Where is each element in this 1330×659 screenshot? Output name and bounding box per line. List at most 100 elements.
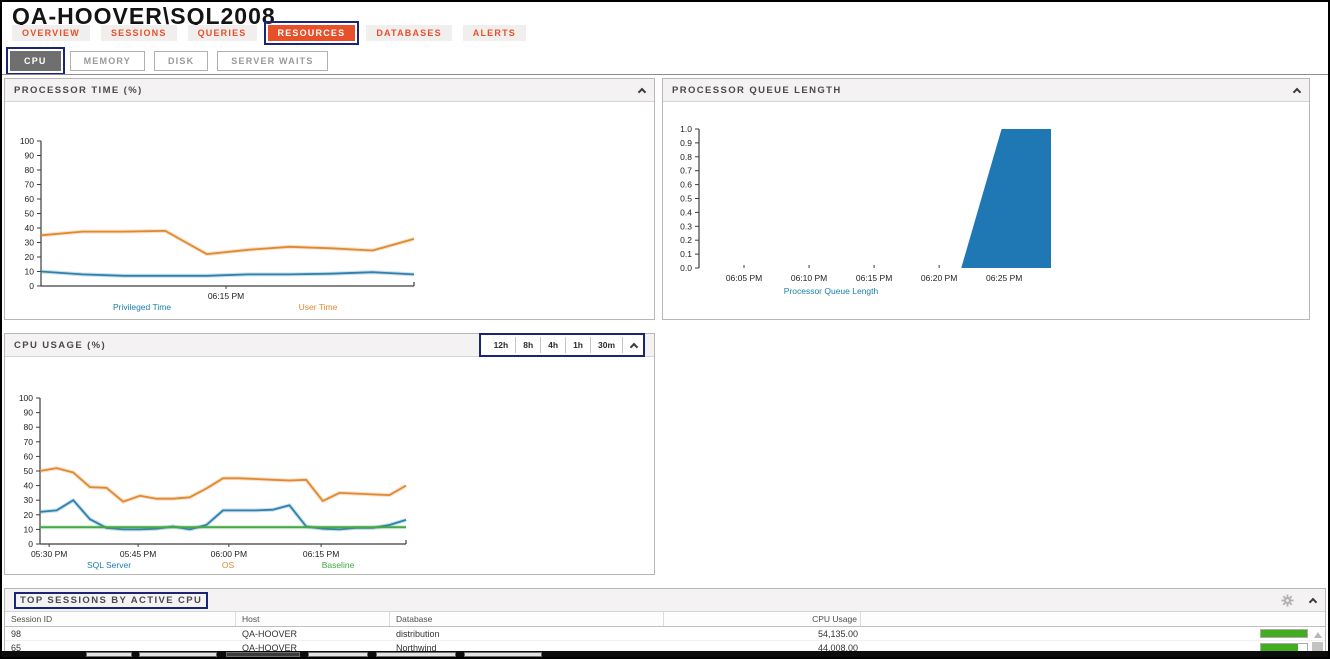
svg-text:50: 50 — [25, 209, 35, 219]
taskbar-strip — [2, 651, 1328, 657]
scrollbar-up-arrow[interactable] — [1313, 631, 1322, 638]
svg-text:06:10 PM: 06:10 PM — [791, 273, 827, 283]
svg-text:06:25 PM: 06:25 PM — [986, 273, 1022, 283]
svg-text:30: 30 — [24, 495, 34, 505]
column-header-session-id[interactable]: Session ID — [5, 612, 236, 626]
panel-top-sessions: TOP SESSIONS BY ACTIVE CPU Session ID Ho… — [4, 588, 1326, 655]
svg-text:0.5: 0.5 — [680, 194, 692, 204]
tab-queries[interactable]: QUERIES — [187, 25, 257, 41]
database-value: Northwind — [396, 642, 437, 653]
toolbar-divider — [2, 74, 1328, 75]
host-value: QA-HOOVER — [242, 642, 298, 653]
database-value: distribution — [396, 628, 440, 639]
svg-text:0.8: 0.8 — [680, 152, 692, 162]
time-range-button-group: 12h 8h 4h 1h 30m — [478, 333, 645, 357]
svg-text:06:05 PM: 06:05 PM — [726, 273, 762, 283]
top-sessions-table: Session ID Host Database CPU Usage 98 QA… — [5, 612, 1325, 655]
svg-text:50: 50 — [24, 466, 34, 476]
range-button-1h[interactable]: 1h — [566, 337, 591, 353]
cpu-usage-chart: 0 10 20 30 40 50 60 70 80 90 100 05:30 PM 05:45 PM 06… — [19, 393, 407, 570]
subtab-cpu[interactable]: CPU — [6, 47, 65, 75]
svg-text:90: 90 — [25, 151, 35, 161]
column-header-host[interactable]: Host — [236, 612, 390, 626]
svg-text:30: 30 — [25, 238, 35, 248]
collapse-chevron-icon[interactable] — [629, 342, 639, 351]
svg-text:06:15 PM: 06:15 PM — [303, 549, 339, 559]
resource-subtab-bar: CPU MEMORY DISK SERVER WAITS — [6, 47, 328, 75]
collapse-chevron-icon[interactable] — [1292, 87, 1302, 96]
panel-top-sessions-header: TOP SESSIONS BY ACTIVE CPU — [5, 589, 1325, 612]
svg-text:OS: OS — [222, 560, 235, 570]
svg-text:0.7: 0.7 — [680, 166, 692, 176]
panel-cpu-usage-header: CPU USAGE (%) 12h 8h 4h 1h 30m — [5, 333, 654, 357]
tab-resources[interactable]: RESOURCES — [263, 21, 360, 45]
taskbar-button[interactable] — [139, 652, 217, 657]
svg-text:0: 0 — [29, 281, 34, 291]
svg-text:Processor Queue Length: Processor Queue Length — [784, 286, 879, 296]
svg-text:100: 100 — [19, 393, 33, 403]
svg-text:20: 20 — [25, 252, 35, 262]
cpu-usage-value: 54,135.00 — [817, 628, 858, 639]
svg-text:0.0: 0.0 — [680, 263, 692, 273]
page-title: QA-HOOVER\SQL2008 — [12, 3, 276, 29]
column-header-database[interactable]: Database — [390, 612, 664, 626]
panel-processor-time: PROCESSOR TIME (%) 0 10 20 30 40 50 60 70 80 90 10… — [4, 78, 655, 320]
taskbar-button[interactable] — [464, 652, 542, 657]
svg-text:60: 60 — [25, 194, 35, 204]
taskbar-button[interactable] — [308, 652, 368, 657]
scrollbar-thumb[interactable] — [1312, 642, 1323, 654]
taskbar-button[interactable] — [86, 652, 132, 657]
subtab-disk[interactable]: DISK — [153, 51, 209, 71]
panel-queue-header: PROCESSOR QUEUE LENGTH — [663, 79, 1309, 102]
subtab-memory[interactable]: MEMORY — [69, 51, 145, 71]
column-header-cpu-usage[interactable]: CPU Usage — [664, 612, 861, 626]
svg-text:SQL Server: SQL Server — [87, 560, 131, 570]
taskbar-button[interactable] — [376, 652, 456, 657]
svg-text:40: 40 — [25, 223, 35, 233]
taskbar-button[interactable] — [226, 652, 300, 657]
svg-text:06:00 PM: 06:00 PM — [211, 549, 247, 559]
host-value: QA-HOOVER — [242, 628, 298, 639]
tab-sessions[interactable]: SESSIONS — [100, 25, 177, 41]
svg-text:20: 20 — [24, 510, 34, 520]
svg-text:1.0: 1.0 — [680, 124, 692, 134]
session-id-value: 98 — [11, 628, 22, 639]
svg-text:10: 10 — [25, 267, 35, 277]
table-header-row: Session ID Host Database CPU Usage — [5, 612, 1325, 627]
svg-text:User Time: User Time — [299, 302, 338, 312]
collapse-chevron-icon[interactable] — [637, 87, 647, 96]
tab-overview[interactable]: OVERVIEW — [12, 25, 90, 41]
processor-time-chart: 0 10 20 30 40 50 60 70 80 90 100 06:15 PM Privileged… — [20, 136, 415, 312]
svg-text:0.2: 0.2 — [680, 235, 692, 245]
panel-top-sessions-title: TOP SESSIONS BY ACTIVE CPU — [14, 591, 209, 609]
panel-processor-time-header: PROCESSOR TIME (%) — [5, 79, 654, 102]
svg-text:0.6: 0.6 — [680, 180, 692, 190]
panel-processor-time-title: PROCESSOR TIME (%) — [14, 84, 143, 96]
svg-text:90: 90 — [24, 408, 34, 418]
svg-text:06:15 PM: 06:15 PM — [856, 273, 892, 283]
range-button-8h[interactable]: 8h — [516, 337, 542, 353]
range-button-4h[interactable]: 4h — [541, 337, 567, 353]
panel-queue-title: PROCESSOR QUEUE LENGTH — [672, 84, 842, 96]
svg-text:60: 60 — [24, 451, 34, 461]
tab-databases[interactable]: DATABASES — [366, 25, 452, 41]
range-button-12h[interactable]: 12h — [487, 337, 517, 353]
svg-text:Baseline: Baseline — [322, 560, 355, 570]
svg-text:100: 100 — [20, 136, 34, 146]
svg-text:0.1: 0.1 — [680, 249, 692, 259]
svg-text:Privileged Time: Privileged Time — [113, 302, 171, 312]
tab-alerts[interactable]: ALERTS — [462, 25, 526, 41]
svg-text:70: 70 — [25, 180, 35, 190]
svg-text:70: 70 — [24, 437, 34, 447]
collapse-chevron-icon[interactable] — [1308, 597, 1318, 606]
svg-text:10: 10 — [24, 524, 34, 534]
svg-text:80: 80 — [24, 422, 34, 432]
subtab-server-waits[interactable]: SERVER WAITS — [217, 51, 328, 71]
svg-text:40: 40 — [24, 481, 34, 491]
table-row-session-98[interactable]: 98 QA-HOOVER distribution 54,135.00 — [5, 627, 1325, 641]
settings-gear-icon[interactable] — [1281, 594, 1294, 607]
panel-cpu-usage-title: CPU USAGE (%) — [14, 339, 107, 351]
panel-processor-queue-length: PROCESSOR QUEUE LENGTH 0.0 0.1 0.2 0.3 0.4 0.… — [662, 78, 1310, 320]
range-button-30m[interactable]: 30m — [591, 337, 623, 353]
